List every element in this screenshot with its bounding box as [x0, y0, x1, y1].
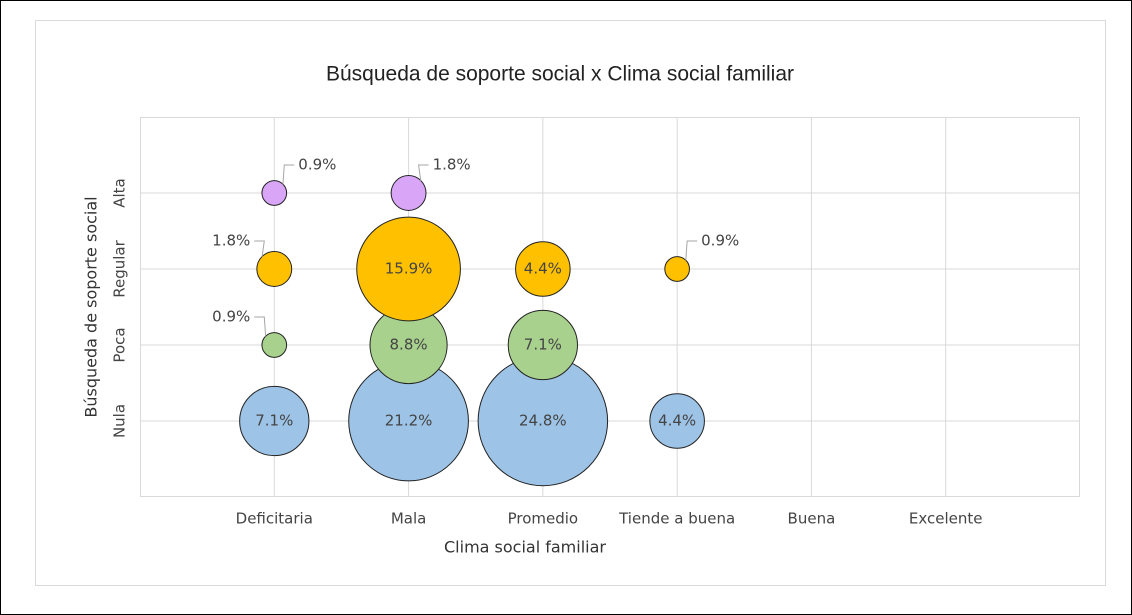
x-tick-label: Buena: [788, 510, 836, 528]
x-tick-label: Deficitaria: [236, 510, 313, 528]
x-tick-label: Mala: [391, 510, 427, 528]
leader-line: [254, 240, 265, 257]
bubble: [515, 241, 571, 297]
data-label: 21.2%: [385, 412, 433, 430]
bubble: [356, 216, 461, 322]
y-tick-label: Regular: [111, 239, 129, 297]
y-tick-label: Alta: [111, 178, 129, 208]
bubble: [507, 309, 578, 381]
data-label: 0.9%: [212, 308, 250, 326]
leader-line: [254, 316, 267, 337]
chart-title: Búsqueda de soporte social x Clima socia…: [326, 63, 794, 86]
y-axis-title: Búsqueda de soporte social: [82, 196, 101, 417]
data-label: 15.9%: [385, 260, 433, 278]
chart-area: [35, 20, 1106, 586]
bubble: [256, 251, 293, 287]
bubble: [390, 175, 427, 211]
data-label: 0.9%: [701, 232, 739, 250]
data-label: 24.8%: [519, 412, 567, 430]
bubble: [261, 180, 288, 206]
bubble: [261, 332, 288, 358]
data-label: 7.1%: [255, 412, 293, 430]
leader-line: [282, 164, 295, 185]
x-tick-label: Promedio: [508, 510, 579, 528]
x-axis-title: Clima social familiar: [444, 538, 606, 557]
y-tick-label: Poca: [111, 327, 129, 362]
data-label: 1.8%: [433, 156, 471, 174]
x-tick-label: Excelente: [909, 510, 983, 528]
leader-line: [685, 240, 698, 261]
x-tick-label: Tiende a buena: [618, 510, 735, 528]
y-tick-label: Nula: [111, 404, 129, 438]
leader-line: [417, 164, 429, 181]
bubble: [664, 256, 690, 282]
data-label: 1.8%: [212, 232, 250, 250]
plot-area: [140, 117, 1080, 497]
data-label: 0.9%: [298, 156, 336, 174]
data-label: 7.1%: [524, 336, 562, 354]
bubble: [239, 385, 310, 457]
data-label: 4.4%: [524, 260, 562, 278]
data-label: 8.8%: [390, 336, 428, 354]
data-label: 4.4%: [658, 412, 696, 430]
bubble: [649, 393, 705, 449]
